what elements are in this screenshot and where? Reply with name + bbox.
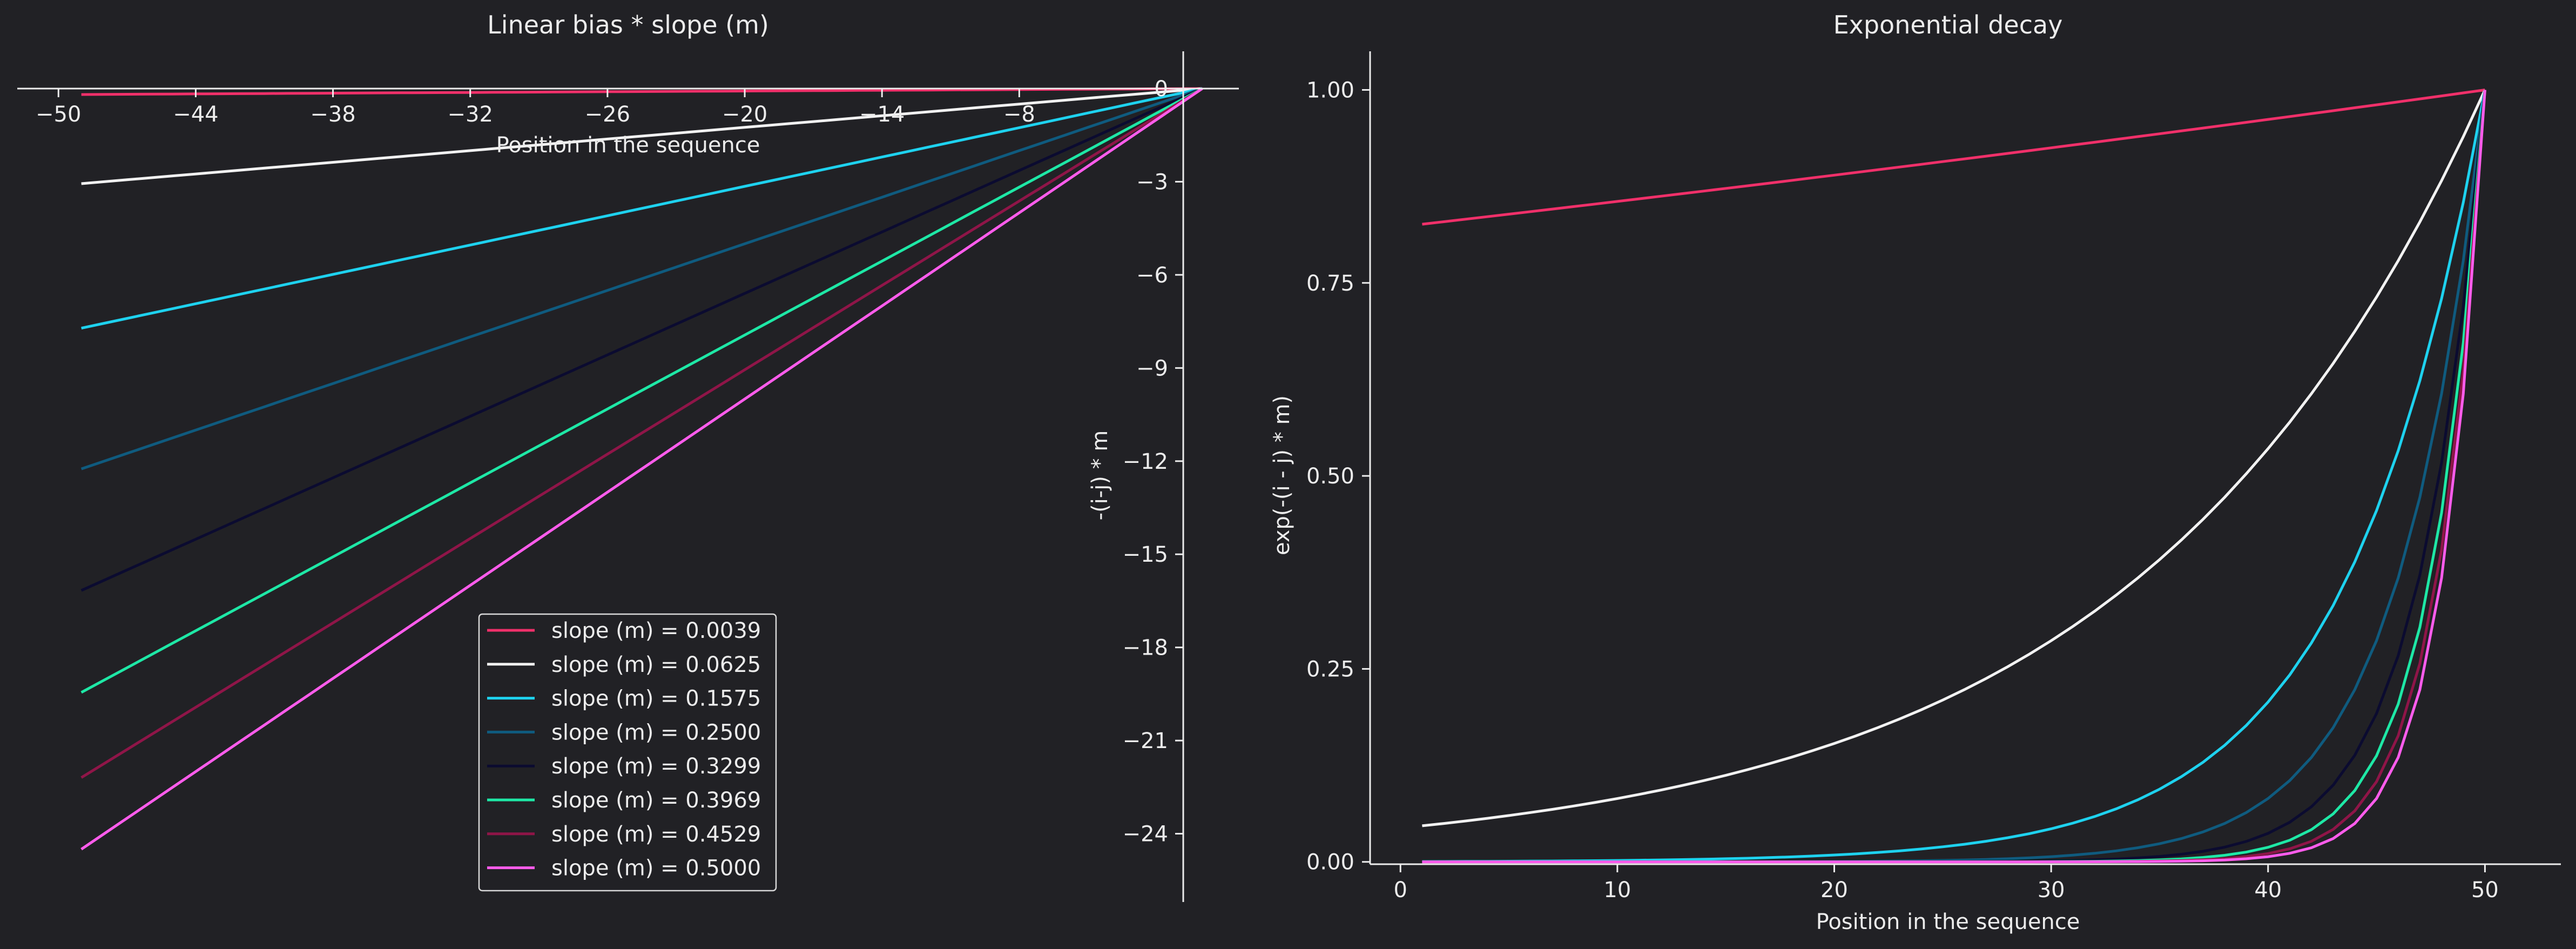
left-x-axis-label: Position in the sequence	[496, 133, 760, 158]
left-y-tick-label: −9	[1136, 356, 1168, 381]
left-x-tick-label: −20	[722, 102, 767, 127]
left-y-tick-label: −12	[1123, 449, 1168, 474]
left-y-axis-label: -(i-j) * m	[1088, 430, 1112, 521]
legend-entry-label: slope (m) = 0.3299	[551, 754, 761, 779]
left-x-tick-label: −38	[310, 102, 355, 127]
left-x-tick-label: −14	[859, 102, 905, 127]
right-y-tick-label: 0.25	[1306, 657, 1354, 682]
left-y-tick-label: 0	[1155, 77, 1168, 102]
right-series-line-1	[1422, 89, 2485, 226]
right-series-lines	[1422, 89, 2486, 864]
right-y-ticks: 0.00 0.25 0.50 0.75 1.00	[1306, 78, 1370, 875]
left-series-lines	[80, 87, 1203, 851]
left-series-line-4	[80, 87, 1203, 470]
left-x-tick-label: −32	[448, 102, 493, 127]
right-x-tick-label: 20	[1820, 878, 1848, 903]
left-chart-title: Linear bias * slope (m)	[487, 10, 769, 39]
left-y-tick-label: −24	[1123, 822, 1168, 847]
right-y-tick-label: 0.50	[1306, 464, 1354, 489]
left-series-line-6	[80, 87, 1203, 694]
legend-entry-label: slope (m) = 0.0625	[551, 652, 761, 677]
right-x-tick-label: 30	[2038, 878, 2065, 903]
right-x-tick-label: 10	[1603, 878, 1631, 903]
left-series-line-2	[81, 87, 1203, 185]
left-series-line-7	[80, 87, 1203, 779]
right-y-tick-label: 0.75	[1306, 271, 1354, 296]
right-series-line-8	[1422, 90, 2486, 864]
legend: slope (m) = 0.0039 slope (m) = 0.0625 slop…	[478, 613, 777, 892]
left-x-tick-label: −44	[173, 102, 218, 127]
left-series-line-3	[81, 87, 1203, 330]
left-y-tick-label: −15	[1123, 542, 1168, 567]
left-y-tick-label: −3	[1136, 170, 1168, 194]
right-x-axis-label: Position in the sequence	[1816, 910, 2080, 934]
exponential-decay-panel: Exponential decay 0 10 20 30 40 50 0.000.250.…	[1270, 10, 2561, 934]
left-x-tick-label: −50	[36, 102, 81, 127]
left-series-line-5	[80, 87, 1203, 592]
right-x-tick-label: 0	[1394, 878, 1407, 903]
left-series-line-8	[80, 87, 1203, 851]
left-x-ticks: −50 −44 −38 −32 −26 −20 −14 −8	[36, 89, 1035, 127]
left-y-tick-label: −21	[1123, 729, 1168, 753]
left-series-line-1	[81, 87, 1203, 96]
legend-entry-label: slope (m) = 0.3969	[551, 788, 761, 813]
right-y-tick-label: 0.00	[1306, 850, 1354, 875]
left-y-tick-label: −18	[1123, 636, 1168, 661]
left-y-ticks: 0 −3 −6 −9 −12 −15 −18 −21 −24	[1123, 77, 1183, 847]
legend-entry-label: slope (m) = 0.0039	[551, 618, 761, 643]
legend-entry-label: slope (m) = 0.5000	[551, 856, 761, 881]
legend-frame	[478, 613, 777, 892]
legend-entry-label: slope (m) = 0.1575	[551, 686, 761, 711]
left-y-tick-label: −6	[1136, 263, 1168, 288]
right-series-line-2	[1422, 89, 2486, 827]
left-x-tick-label: −8	[1003, 102, 1035, 127]
linear-bias-panel: Linear bias * slope (m) −50 −44 −38 −32 −26−…	[17, 10, 1239, 902]
right-x-tick-label: 50	[2471, 878, 2499, 903]
right-chart-title: Exponential decay	[1833, 10, 2063, 39]
right-y-tick-label: 1.00	[1306, 78, 1354, 103]
legend-entry-label: slope (m) = 0.2500	[551, 720, 761, 745]
legend-items: slope (m) = 0.0039 slope (m) = 0.0625 slop…	[487, 618, 761, 881]
right-x-tick-label: 40	[2254, 878, 2282, 903]
right-x-ticks: 0 10 20 30 40 50	[1394, 864, 2499, 903]
legend-entry-label: slope (m) = 0.4529	[551, 822, 761, 847]
right-y-axis-label: exp(-(i - j) * m)	[1270, 395, 1294, 555]
left-x-tick-label: −26	[585, 102, 630, 127]
